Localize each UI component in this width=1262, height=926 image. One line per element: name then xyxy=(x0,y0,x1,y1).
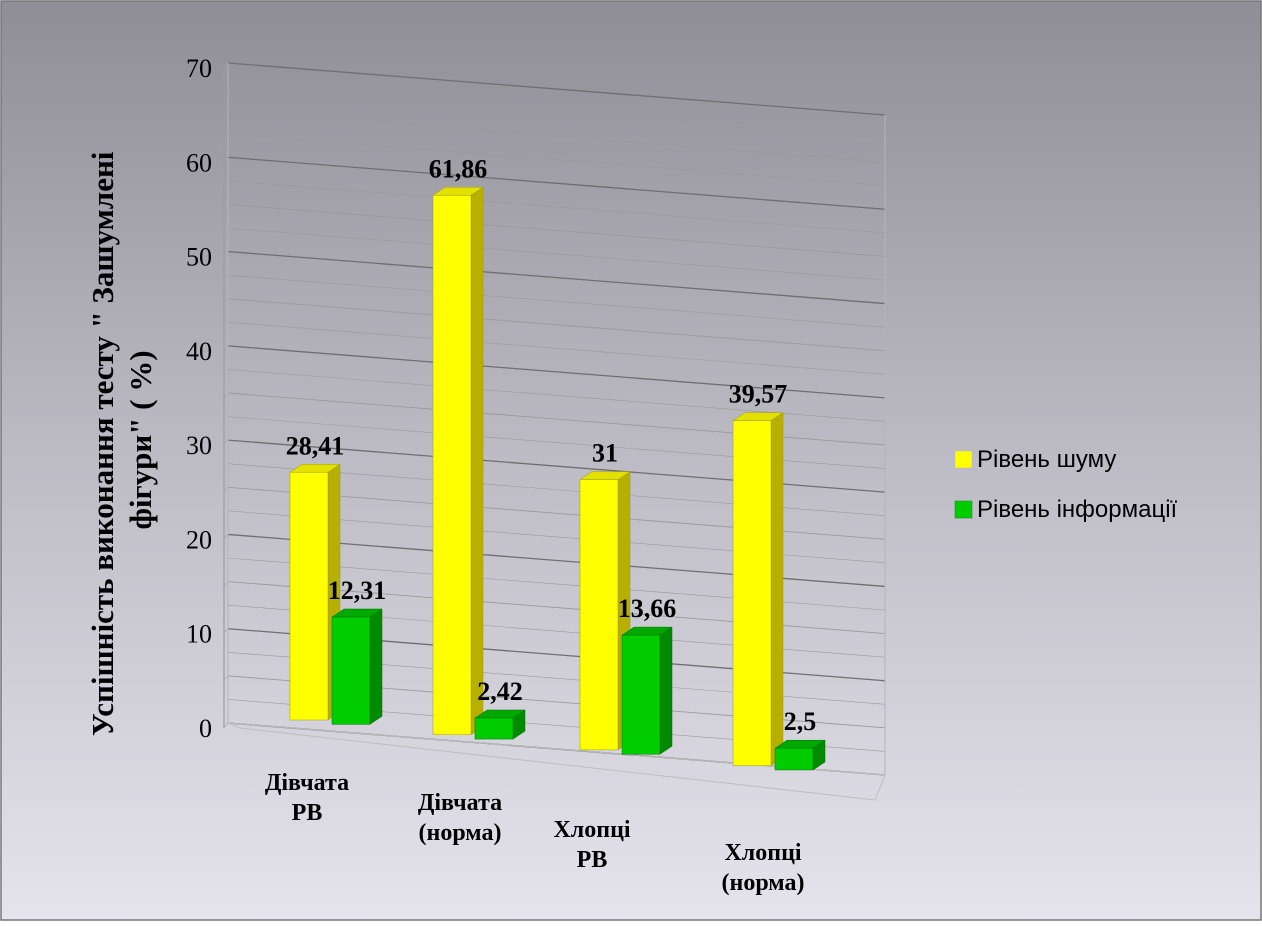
y-tick-label: 0 xyxy=(199,714,212,743)
data-label: 31 xyxy=(592,439,618,468)
gridline xyxy=(227,180,886,234)
legend-label-information: Рівень інформації xyxy=(977,496,1178,523)
x-tick-label: Хлопці (норма) xyxy=(722,840,805,896)
legend-swatch-information xyxy=(954,500,973,519)
data-label: 28,41 xyxy=(286,431,345,460)
bar-side xyxy=(369,608,383,725)
gridline xyxy=(227,321,886,375)
legend-label-noise: Рівень шуму xyxy=(977,446,1116,473)
bar-front xyxy=(774,747,814,771)
gridline xyxy=(227,298,886,352)
gridline xyxy=(227,86,886,139)
y-axis-title: Успішність виконання тесту " Зашумлені ф… xyxy=(85,144,158,736)
x-tick-label: Дівчата (норма) xyxy=(418,790,502,846)
y-tick-label: 70 xyxy=(186,54,212,83)
data-label: 2,42 xyxy=(477,677,523,706)
bar xyxy=(432,186,484,736)
bar xyxy=(732,412,784,767)
y-tick-label: 50 xyxy=(186,243,212,272)
gridline xyxy=(227,109,886,163)
floor xyxy=(227,722,886,801)
bar-side xyxy=(470,186,484,736)
y-tick-label: 40 xyxy=(186,337,212,366)
gridline xyxy=(227,203,886,257)
legend: Рівень шуму Рівень інформації xyxy=(954,446,1178,523)
gridline xyxy=(227,227,886,281)
gridline-side xyxy=(223,109,229,115)
gridline-side xyxy=(223,204,229,209)
gridline-side xyxy=(223,439,229,445)
gridline xyxy=(227,133,886,187)
y-axis-title-line-2: фігури" ( %) xyxy=(123,350,158,529)
gridline-side xyxy=(223,392,229,398)
gridline-side xyxy=(223,62,229,68)
x-tick-label: Хлопці РВ xyxy=(553,817,630,873)
bar-front xyxy=(474,717,514,740)
gridline-side xyxy=(223,157,229,162)
axes: 0 10 20 30 40 50 60 70 Дівчата РВ Дівчата (норма) Хл… xyxy=(186,54,886,896)
data-label: 61,86 xyxy=(429,154,488,183)
data-labels: 28,41 12,31 61,86 2,42 31 13,66 39,57 2,5 xyxy=(286,154,817,736)
bar-front xyxy=(289,472,329,721)
bars xyxy=(289,186,826,771)
gridline xyxy=(227,345,886,399)
gridline xyxy=(227,156,886,210)
data-label: 39,57 xyxy=(729,380,788,409)
gridline-side xyxy=(223,628,229,633)
bar xyxy=(331,608,383,725)
y-axis-title-line-1: Успішність виконання тесту " Зашумлені xyxy=(85,151,120,736)
data-label: 2,5 xyxy=(784,707,817,736)
gridline xyxy=(227,274,886,328)
bar-side xyxy=(659,626,673,755)
bar-side xyxy=(770,412,784,767)
bar xyxy=(474,709,526,740)
gridline-side xyxy=(223,487,229,492)
y-tick-label: 60 xyxy=(186,148,212,177)
gridline xyxy=(227,250,886,305)
gridline xyxy=(227,62,886,116)
gridline-side xyxy=(223,251,229,256)
bar-front xyxy=(621,634,661,755)
gridline-side xyxy=(223,534,229,539)
bar-front xyxy=(331,616,371,725)
gridline-side xyxy=(223,675,229,681)
y-tick-label: 10 xyxy=(186,620,212,649)
bar-front xyxy=(579,479,619,751)
data-label: 12,31 xyxy=(328,576,387,605)
bar xyxy=(621,626,673,755)
legend-swatch-noise xyxy=(954,450,973,469)
bar-front xyxy=(432,195,472,735)
y-tick-label: 30 xyxy=(186,431,212,460)
data-label: 13,66 xyxy=(618,594,677,623)
gridline-side xyxy=(223,581,229,586)
bar-front xyxy=(732,420,772,766)
y-tick-label: 20 xyxy=(186,525,212,554)
bar xyxy=(774,739,826,771)
x-tick-label: Дівчата РВ xyxy=(265,770,349,826)
gridline-side xyxy=(223,345,229,351)
gridline-side xyxy=(223,722,229,728)
gridline-side xyxy=(223,298,229,303)
